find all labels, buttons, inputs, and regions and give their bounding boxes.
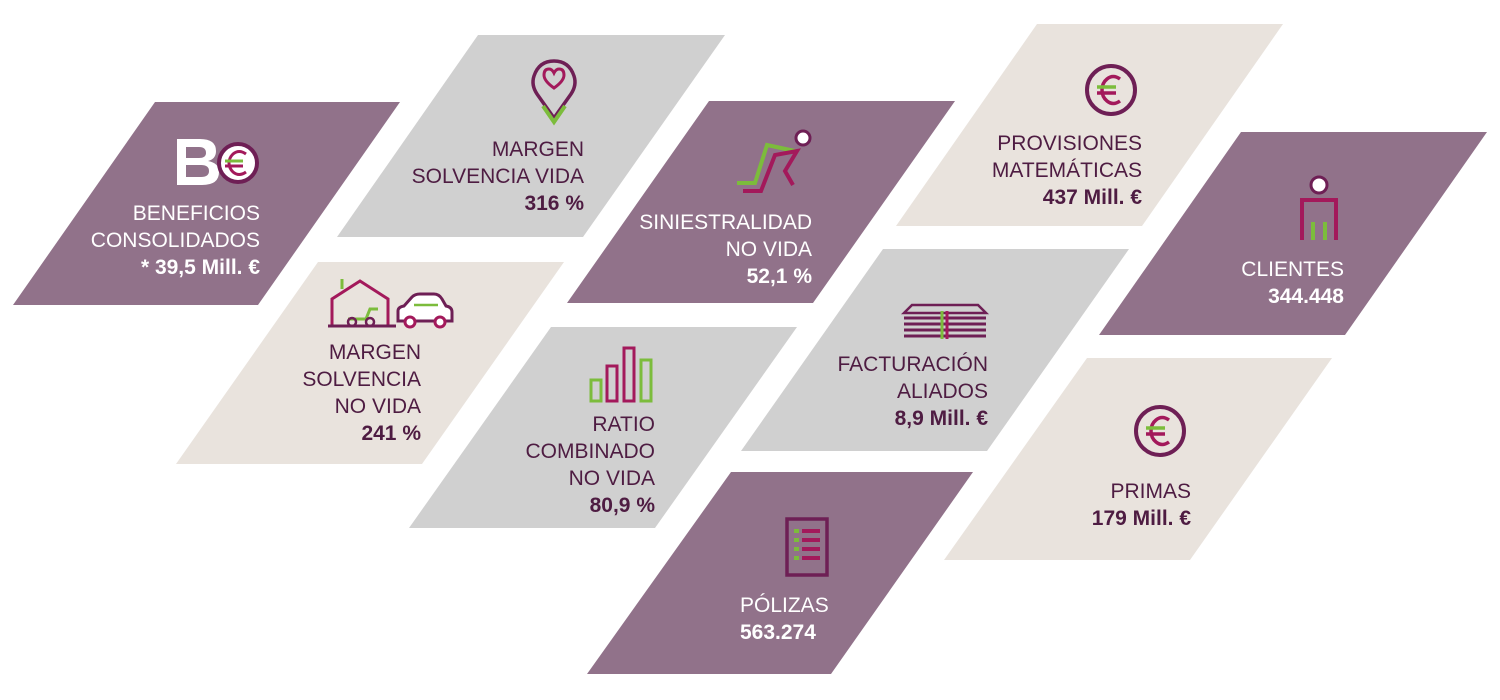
beneficios-label-line1: BENEFICIOS: [132, 202, 260, 225]
provisiones-label-line1: PROVISIONES: [997, 132, 1142, 155]
heart-location-pin-icon: [531, 59, 577, 126]
person-icon: [1300, 175, 1338, 240]
margen-no-vida-label-line2: SOLVENCIA: [302, 368, 421, 391]
clientes-label: CLIENTES: [1241, 258, 1344, 281]
tile-clientes: [1099, 132, 1487, 335]
document-list-icon: [785, 517, 829, 577]
polizas-text: PÓLIZAS 563.274: [740, 592, 829, 646]
margen-no-vida-text: MARGEN SOLVENCIA NO VIDA 241 %: [302, 339, 421, 447]
facturacion-value: 8,9 Mill. €: [894, 407, 988, 430]
tile-primas: [944, 358, 1332, 560]
polizas-value: 563.274: [740, 621, 816, 644]
provisiones-label-line2: MATEMÁTICAS: [991, 159, 1142, 182]
tile-beneficios: [13, 102, 400, 305]
beneficios-value: * 39,5 Mill. €: [140, 256, 260, 279]
provisiones-value: 437 Mill. €: [1042, 186, 1142, 209]
siniestralidad-text: SINIESTRALIDAD NO VIDA 52,1 %: [639, 209, 812, 290]
ratio-value: 80,9 %: [589, 494, 655, 517]
ratio-label-line2: COMBINADO: [525, 440, 655, 463]
polizas-label: PÓLIZAS: [740, 594, 829, 617]
ratio-label-line3: NO VIDA: [568, 467, 655, 490]
beneficios-label-line2: CONSOLIDADOS: [90, 229, 260, 252]
tile-polizas: [587, 472, 973, 674]
margen-vida-label-line1: MARGEN: [491, 138, 584, 161]
euro-coin-icon: [1085, 64, 1137, 116]
facturacion-text: FACTURACIÓN ALIADOS 8,9 Mill. €: [837, 351, 988, 432]
falling-person-icon: [737, 129, 812, 193]
primas-label: PRIMAS: [1110, 480, 1191, 503]
primas-text: PRIMAS 179 Mill. €: [1092, 478, 1191, 532]
tile-margen-vida: [337, 35, 725, 237]
margen-vida-text: MARGEN SOLVENCIA VIDA 316 %: [412, 136, 584, 217]
margen-no-vida-label-line1: MARGEN: [328, 341, 421, 364]
siniestralidad-label-line2: NO VIDA: [725, 238, 812, 261]
tile-margen-no-vida: [176, 262, 564, 464]
ratio-label-line1: RATIO: [592, 413, 655, 436]
provisiones-text: PROVISIONES MATEMÁTICAS 437 Mill. €: [992, 130, 1142, 211]
margen-vida-value: 316 %: [524, 192, 584, 215]
bar-chart-icon: [589, 346, 653, 403]
tile-ratio: [409, 327, 797, 528]
euro-coin-icon: [1134, 405, 1186, 457]
ratio-text: RATIO COMBINADO NO VIDA 80,9 %: [525, 411, 655, 519]
tile-provisiones: [896, 24, 1283, 226]
facturacion-label-line2: ALIADOS: [896, 380, 988, 403]
clientes-value: 344.448: [1268, 285, 1344, 308]
beneficios-text: BENEFICIOS CONSOLIDADOS * 39,5 Mill. €: [91, 200, 260, 281]
margen-vida-label-line2: SOLVENCIA VIDA: [411, 165, 584, 188]
tile-siniestralidad: [567, 101, 955, 303]
tile-facturacion: [741, 249, 1129, 451]
margen-no-vida-label-line3: NO VIDA: [334, 395, 421, 418]
banknote-stack-icon: [900, 303, 990, 339]
siniestralidad-label-line1: SINIESTRALIDAD: [639, 211, 812, 234]
margen-no-vida-value: 241 %: [361, 422, 421, 445]
be-euro-logo-icon: [177, 139, 259, 185]
siniestralidad-value: 52,1 %: [746, 265, 812, 288]
primas-value: 179 Mill. €: [1091, 507, 1191, 530]
clientes-text: CLIENTES 344.448: [1241, 256, 1344, 310]
facturacion-label-line1: FACTURACIÓN: [837, 353, 988, 376]
house-car-icon: [328, 279, 454, 329]
